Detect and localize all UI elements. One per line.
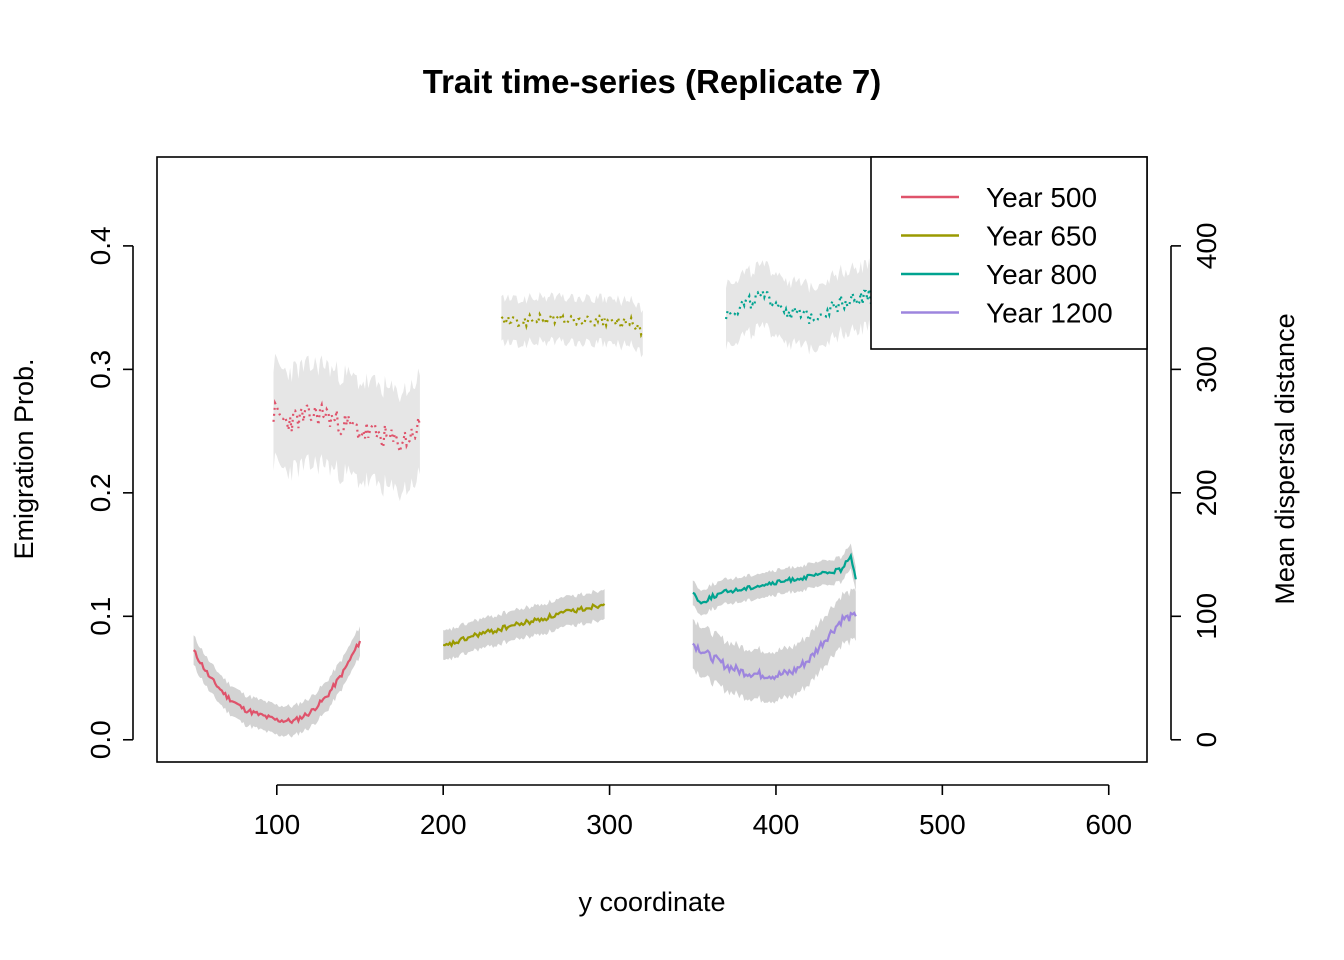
line-distance-year-650 <box>500 311 644 339</box>
legend-label: Year 500 <box>986 182 1097 213</box>
line-distance-year-500 <box>272 399 421 456</box>
x-tick-label: 500 <box>919 809 966 840</box>
plot-frame <box>156 156 1148 763</box>
line-emigration-year-650 <box>442 603 606 649</box>
line-emigration-year-1200 <box>692 611 857 681</box>
legend-label: Year 650 <box>986 221 1097 252</box>
confidence-bands <box>193 258 876 738</box>
series-lines <box>192 287 877 725</box>
x-tick-label: 400 <box>753 809 800 840</box>
legend-label: Year 800 <box>986 259 1097 290</box>
legend-label: Year 1200 <box>986 298 1113 329</box>
axes: 100 200 300 400 500 600 0.0 0.1 0.2 0.3 0.4 0 100 200… <box>85 223 1222 840</box>
line-emigration-year-800 <box>692 552 857 605</box>
y-axis-label: Emigration Prob. <box>9 358 39 559</box>
band-emigration-year-1200 <box>692 588 856 704</box>
band-emigration-year-800 <box>692 543 856 616</box>
x-tick-label: 200 <box>420 809 467 840</box>
band-distance-year-500 <box>273 353 420 502</box>
legend: Year 500 Year 650 Year 800 Year 1200 <box>870 156 1148 350</box>
y-tick-label: 0.2 <box>85 473 116 512</box>
secondary-y-axis-label: Mean dispersal distance <box>1270 313 1300 604</box>
x-tick-label: 100 <box>253 809 300 840</box>
x-axis-label: y coordinate <box>578 887 725 917</box>
y2-tick-label: 100 <box>1191 593 1222 640</box>
y-tick-label: 0.0 <box>85 720 116 759</box>
x-tick-label: 300 <box>586 809 633 840</box>
line-emigration-year-500 <box>192 640 362 725</box>
y2-tick-label: 200 <box>1191 469 1222 516</box>
y2-tick-label: 300 <box>1191 346 1222 393</box>
y2-tick-label: 400 <box>1191 223 1222 270</box>
y-tick-label: 0.3 <box>85 350 116 389</box>
chart-title: Trait time-series (Replicate 7) <box>423 63 882 100</box>
band-emigration-year-500 <box>193 626 360 738</box>
y-tick-label: 0.1 <box>85 597 116 636</box>
legend-box <box>870 156 1148 350</box>
line-distance-year-800 <box>724 287 877 324</box>
y2-tick-label: 0 <box>1191 732 1222 748</box>
band-distance-year-800 <box>726 258 876 355</box>
band-distance-year-650 <box>501 292 643 358</box>
x-tick-label: 600 <box>1085 809 1132 840</box>
y-tick-label: 0.4 <box>85 226 116 265</box>
